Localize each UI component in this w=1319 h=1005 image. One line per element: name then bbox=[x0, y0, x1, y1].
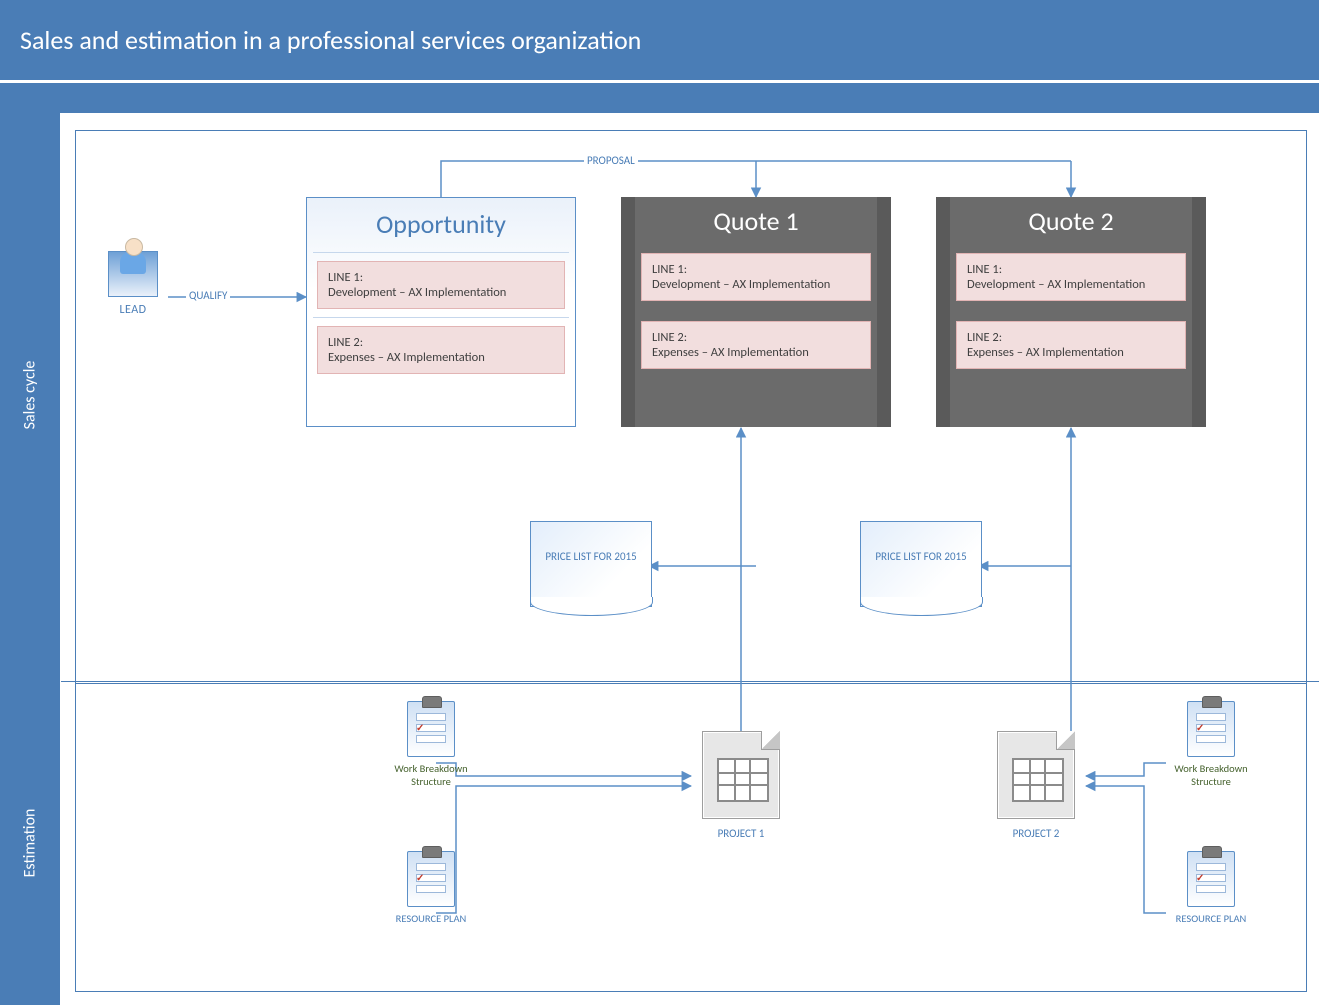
page-subheader bbox=[0, 80, 1319, 113]
quote2-line1: LINE 1: Development – AX Implementation bbox=[956, 253, 1186, 301]
page-title: Sales and estimation in a professional s… bbox=[20, 24, 641, 56]
swimlane-sales-label: Sales cycle bbox=[21, 361, 40, 430]
spreadsheet-icon bbox=[997, 731, 1075, 819]
quote1-line1-text: Development – AX Implementation bbox=[652, 277, 860, 292]
connector-rp2-to-proj2 bbox=[1086, 786, 1166, 913]
quote1-line2-text: Expenses – AX Implementation bbox=[652, 345, 860, 360]
project2-label: PROJECT 2 bbox=[986, 827, 1086, 840]
pricelist1-label: PRICE LIST FOR 2015 bbox=[531, 550, 651, 563]
page-header: Sales and estimation in a professional s… bbox=[0, 0, 1319, 80]
quote2-line2-text: Expenses – AX Implementation bbox=[967, 345, 1175, 360]
pricelist2-label: PRICE LIST FOR 2015 bbox=[861, 550, 981, 563]
rp1-label: RESOURCE PLAN bbox=[386, 913, 476, 926]
quote2-title: Quote 2 bbox=[950, 197, 1192, 247]
quote2-line2: LINE 2: Expenses – AX Implementation bbox=[956, 321, 1186, 369]
lead-label: LEAD bbox=[108, 303, 158, 317]
project2-node: PROJECT 2 bbox=[986, 731, 1086, 840]
opportunity-line1-text: Development – AX Implementation bbox=[328, 285, 554, 300]
quote2-node: Quote 2 LINE 1: Development – AX Impleme… bbox=[936, 197, 1206, 427]
opportunity-line2-heading: LINE 2: bbox=[328, 335, 554, 350]
swimlane-estimation: Estimation bbox=[0, 680, 60, 1005]
clipboard-icon bbox=[1187, 701, 1235, 757]
quote1-line1-heading: LINE 1: bbox=[652, 262, 860, 277]
document-icon: PRICE LIST FOR 2015 bbox=[530, 521, 652, 607]
quote2-line2-heading: LINE 2: bbox=[967, 330, 1175, 345]
quote1-line2: LINE 2: Expenses – AX Implementation bbox=[641, 321, 871, 369]
qualify-label: QUALIFY bbox=[186, 289, 230, 302]
person-icon bbox=[108, 251, 158, 297]
page: Sales and estimation in a professional s… bbox=[0, 0, 1319, 1005]
lead-node: LEAD bbox=[108, 251, 158, 317]
quote1-node: Quote 1 LINE 1: Development – AX Impleme… bbox=[621, 197, 891, 427]
spreadsheet-icon bbox=[702, 731, 780, 819]
opportunity-line1-heading: LINE 1: bbox=[328, 270, 554, 285]
clipboard-icon bbox=[1187, 851, 1235, 907]
quote1-line1: LINE 1: Development – AX Implementation bbox=[641, 253, 871, 301]
opportunity-line2-text: Expenses – AX Implementation bbox=[328, 350, 554, 365]
connector-wbs2-to-proj2 bbox=[1086, 763, 1166, 776]
diagram-canvas: QUALIFY PROPOSAL LEAD Opportunity LINE 1… bbox=[75, 130, 1307, 992]
rp2-node: RESOURCE PLAN bbox=[1166, 851, 1256, 926]
opportunity-title: Opportunity bbox=[307, 198, 575, 252]
opportunity-line1: LINE 1: Development – AX Implementation bbox=[317, 261, 565, 309]
opportunity-node: Opportunity LINE 1: Development – AX Imp… bbox=[306, 197, 576, 427]
project1-label: PROJECT 1 bbox=[691, 827, 791, 840]
wbs1-node: Work Breakdown Structure bbox=[386, 701, 476, 788]
opportunity-line2: LINE 2: Expenses – AX Implementation bbox=[317, 326, 565, 374]
quote2-line1-heading: LINE 1: bbox=[967, 262, 1175, 277]
quote2-line1-text: Development – AX Implementation bbox=[967, 277, 1175, 292]
swimlane-estimation-label: Estimation bbox=[21, 808, 40, 877]
wbs1-label: Work Breakdown Structure bbox=[386, 763, 476, 788]
quote1-line2-heading: LINE 2: bbox=[652, 330, 860, 345]
quote1-title: Quote 1 bbox=[635, 197, 877, 247]
wbs2-node: Work Breakdown Structure bbox=[1166, 701, 1256, 788]
wbs2-label: Work Breakdown Structure bbox=[1166, 763, 1256, 788]
swimlane-sales: Sales cycle bbox=[0, 110, 60, 680]
project1-node: PROJECT 1 bbox=[691, 731, 791, 840]
proposal-label: PROPOSAL bbox=[584, 154, 638, 167]
rp2-label: RESOURCE PLAN bbox=[1166, 913, 1256, 926]
clipboard-icon bbox=[407, 701, 455, 757]
pricelist2-node: PRICE LIST FOR 2015 bbox=[856, 521, 986, 611]
pricelist1-node: PRICE LIST FOR 2015 bbox=[526, 521, 656, 611]
clipboard-icon bbox=[407, 851, 455, 907]
rp1-node: RESOURCE PLAN bbox=[386, 851, 476, 926]
document-icon: PRICE LIST FOR 2015 bbox=[860, 521, 982, 607]
